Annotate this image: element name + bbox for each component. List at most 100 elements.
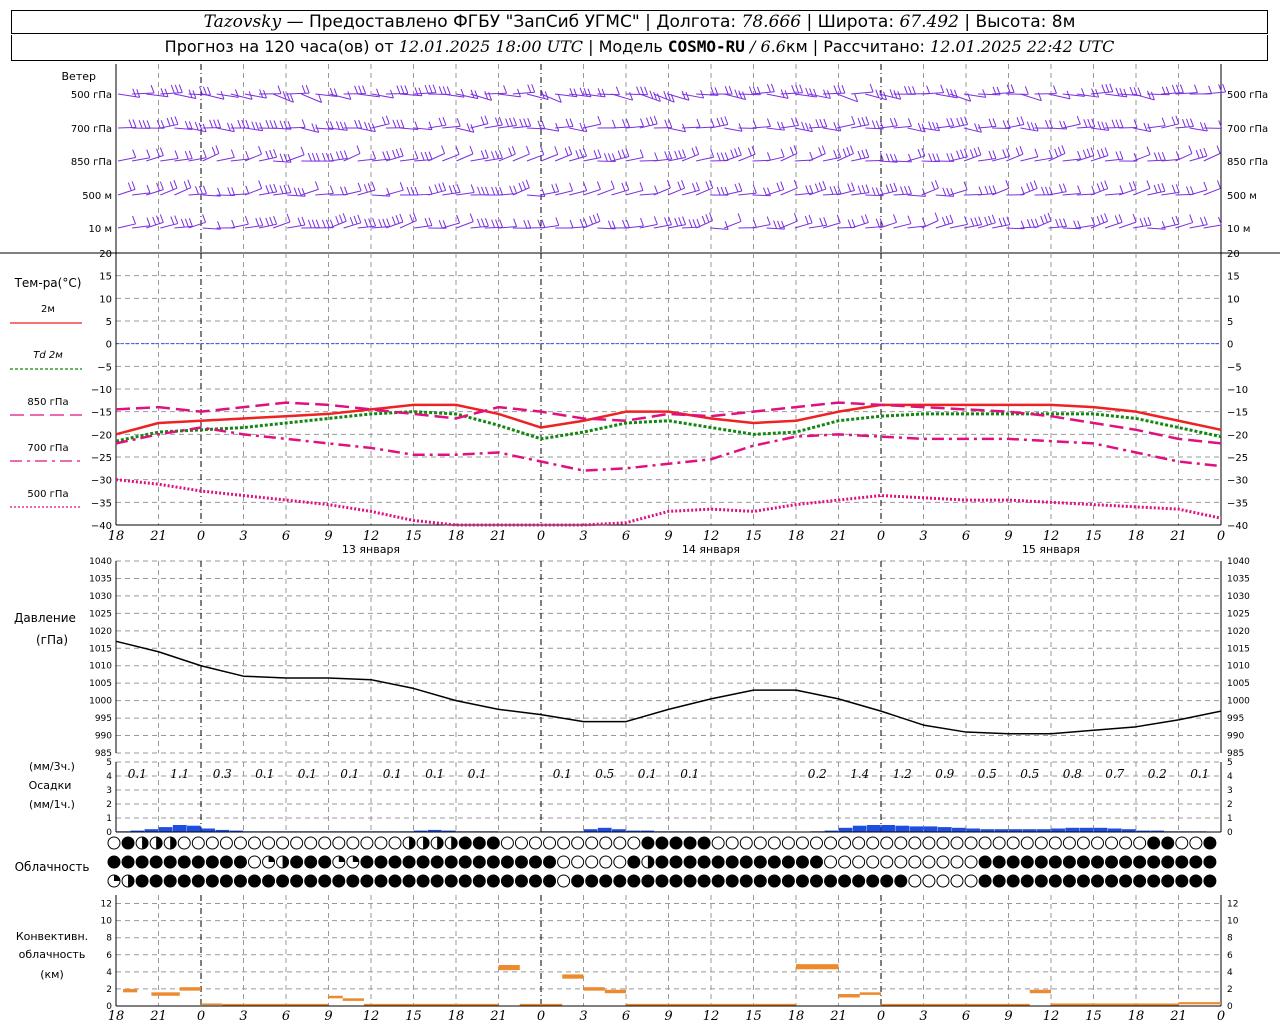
wind-barb [1020,187,1038,196]
cloud-symbol [486,855,500,869]
wind-barb-flag [428,121,433,130]
cloud-symbol [177,874,191,888]
cloud-symbol [767,855,781,869]
wind-barb-flag [184,218,189,227]
wind-barb-flag [347,91,352,100]
wind-barb-flag [1002,217,1007,226]
wind-barb [456,127,475,133]
wind-barb [1006,227,1025,230]
wind-barb-flag [207,86,211,96]
cloud-symbol [908,855,922,869]
precip-bar [824,830,839,832]
forecast-info-bar: Прогноз на 120 часа(ов) от 12.01.2025 18… [11,35,1268,61]
wind-barb-flag [780,148,785,158]
wind-barb [1020,226,1039,229]
wind-barb-flag [477,186,481,196]
wind-barb-flag [668,216,672,225]
cloud-symbol [191,836,205,850]
temp-series-4 [115,478,1222,527]
model-resolution: / 6.6 [750,37,786,56]
pressure-tick-right: 995 [1227,714,1244,724]
pressure-tick-right: 1015 [1227,644,1250,654]
wind-barb-flag [639,182,644,191]
cloud-symbol [1105,874,1119,888]
wind-barb-flag [1048,149,1053,159]
wind-barb [780,152,798,162]
wind-level-label-right: 850 гПа [1227,157,1268,168]
wind-barb-flag [404,85,409,94]
wind-barb-flag [793,145,798,154]
precip-tick-left: 5 [106,758,112,768]
wind-barb-flag [203,86,207,95]
wind-barb [879,190,898,196]
wind-barb [287,224,306,229]
legend-label: 2м [41,304,55,315]
wind-barb-flag [1059,120,1064,129]
cloud-symbol [1006,836,1020,850]
wind-barb-flag [469,213,474,222]
precip-bar [612,829,626,832]
wind-barb [1147,93,1170,96]
wind-barb [935,194,954,197]
wind-barb [202,227,221,230]
cloud-symbol [290,836,304,850]
wind-barb-flag [522,181,527,190]
wind-barb [639,93,661,102]
wind-barb [724,154,742,162]
wind-barb-flag [273,183,278,193]
cloud-symbol [781,836,795,850]
wind-barb [287,194,306,197]
wind-barb [1119,126,1138,129]
wind-barb-flag [674,150,679,160]
cloud-symbol [725,836,739,850]
wind-level-label-right: 500 м [1227,191,1257,202]
wind-barb [695,187,713,196]
wind-barb [1189,127,1208,132]
wind-barb-flag [527,84,532,93]
wind-barb-flag [300,146,305,156]
wind-barb-flag [1129,86,1134,96]
wind-barb [907,225,926,229]
wind-barb-flag [499,186,504,196]
wind-barb-flag [406,186,411,196]
cloud-symbol-fill [437,837,444,849]
temp-x-tick: 18 [108,529,125,544]
wind-barb-flag [1175,215,1180,225]
wind-barb [470,225,489,229]
wind-barb-flag [728,85,733,95]
wind-barb [865,93,887,101]
wind-barb [442,153,460,162]
temp-x-tick: 3 [579,529,587,544]
cloud-symbol [992,855,1006,869]
wind-barb [597,188,615,196]
conv-x-tick: 21 [149,1009,167,1024]
cloud-symbol [219,855,233,869]
wind-barb [907,155,926,162]
wind-barb-flag [893,182,898,192]
wind-barb [822,92,846,95]
wind-barb-flag [1100,148,1105,157]
wind-barb [174,187,192,196]
wind-barb-flag [152,216,157,226]
wind-barb [1076,155,1095,162]
wind-barb [287,92,310,95]
cloud-symbol [697,836,711,850]
wind-barb-flag [1006,148,1011,157]
temp-x-tick: 21 [829,529,847,544]
precip-bar [172,825,187,832]
wind-barb-flag [213,119,218,128]
conv-tick-right: 10 [1227,917,1239,927]
cloud-symbol [767,836,781,850]
wind-barb-flag [622,219,626,229]
cloud-row [107,874,1217,888]
wind-barb-flag [668,119,673,128]
wind-barb-flag [391,216,396,225]
wind-barb-flag [1199,148,1204,158]
wind-barb-flag [173,180,178,189]
temp-tick-left: 5 [106,317,112,328]
cloud-symbol [107,836,121,850]
temp-tick-right: 10 [1227,294,1240,305]
wind-barb [1090,127,1109,131]
precip-bar [201,828,215,832]
wind-barb-flag [791,85,796,94]
